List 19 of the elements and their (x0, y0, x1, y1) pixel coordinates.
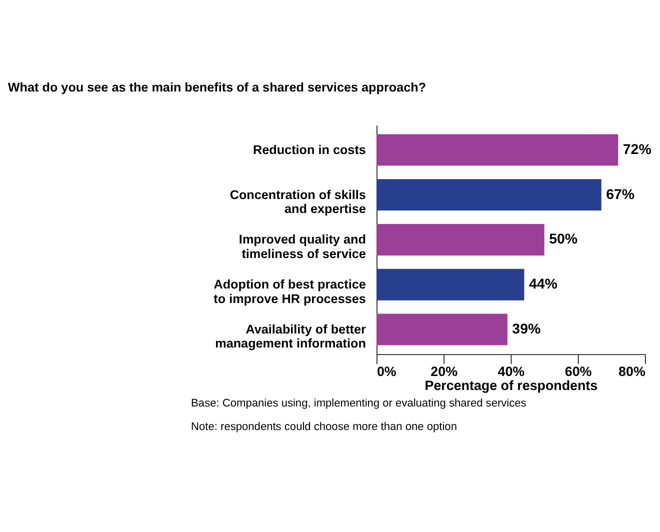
y-tick-label: Improved quality and timeliness of service (238, 232, 366, 261)
x-tick-label: 0% (376, 364, 396, 379)
text: What do you see as the main benefits of a shared services approach? (8, 80, 426, 94)
x-tick-label: 20% (430, 364, 458, 379)
x-tick-label: 40% (498, 364, 525, 379)
data-label: 50% (549, 232, 578, 248)
y-tick-label: Adoption of best practice to improve HR processes (214, 278, 366, 306)
y-tick-label: Availability of better management information (215, 322, 366, 351)
y-tick-label: Concentration of skills and expertise (230, 188, 366, 216)
data-label: 67% (606, 186, 635, 203)
text: Note: respondents could choose more than one option (191, 421, 457, 433)
x-tick-label: 60% (564, 364, 592, 379)
x-axis-title: Percentage of respondents (424, 378, 598, 394)
y-tick-label: Reduction in costs (252, 142, 366, 157)
data-label: 39% (512, 321, 541, 338)
x-tick-label: 80% (618, 364, 646, 379)
data-label: 72% (622, 142, 652, 158)
data-label: 44% (528, 276, 558, 293)
text: Base: Companies using, implementing or evaluating shared services (191, 397, 527, 410)
